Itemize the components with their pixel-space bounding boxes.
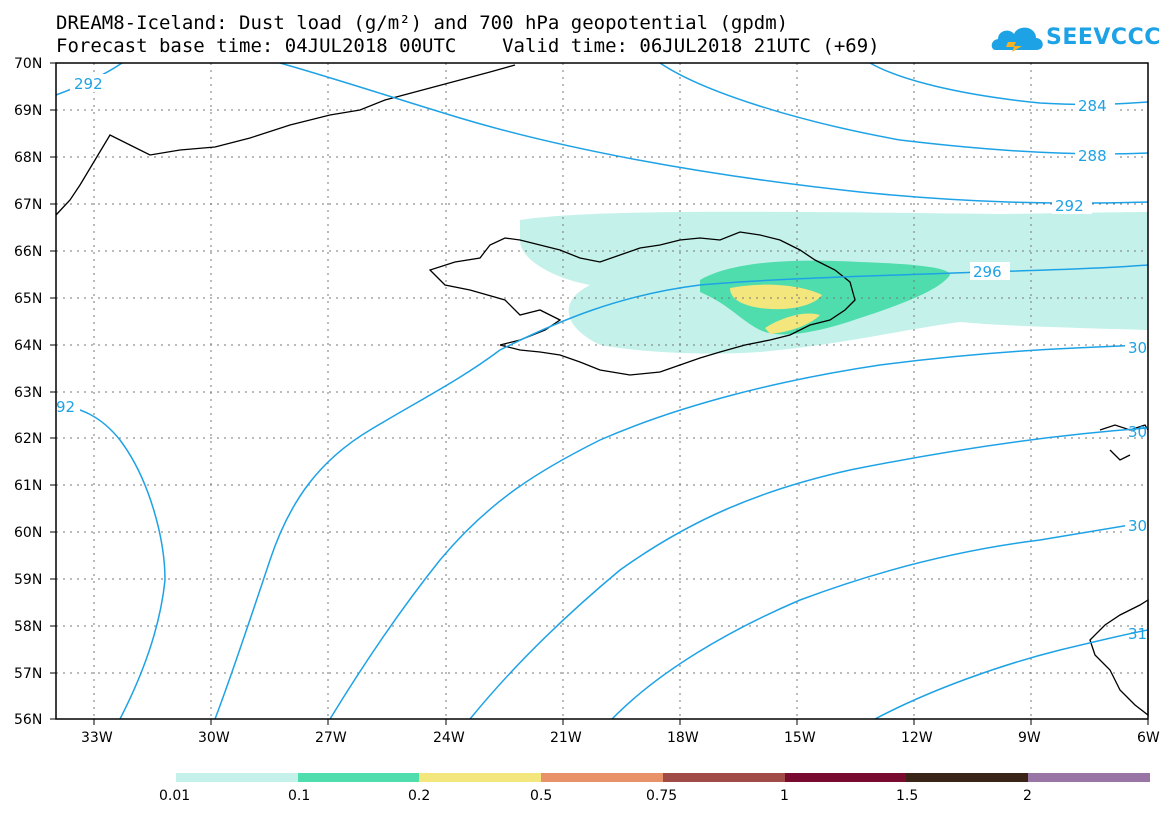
graticule bbox=[56, 63, 1148, 719]
contour-label-296: 296 bbox=[973, 263, 1002, 281]
lat-label: 56N bbox=[14, 712, 42, 728]
colorbar-swatch bbox=[1028, 773, 1150, 782]
greenland-coast bbox=[55, 64, 516, 216]
iceland-coast bbox=[428, 231, 856, 376]
geopotential-contours bbox=[55, 62, 1149, 720]
colorbar-swatch bbox=[541, 773, 663, 782]
contour-label-292-nw: 292 bbox=[74, 75, 103, 93]
lon-label: 27W bbox=[315, 730, 347, 746]
contour-label-308-e: 30 bbox=[1128, 517, 1147, 535]
contour-labels: 292 284 288 292 296 30 92 30 30 31 bbox=[56, 74, 1148, 643]
contour-label-304-e: 30 bbox=[1128, 423, 1147, 441]
cloud-logo-icon bbox=[991, 27, 1043, 52]
contour-292-sw bbox=[55, 403, 166, 720]
lon-label: 24W bbox=[433, 730, 465, 746]
lon-label: 15W bbox=[784, 730, 816, 746]
contour-312 bbox=[874, 629, 1149, 720]
colorbar-label: 0.1 bbox=[288, 788, 310, 804]
lat-label: 68N bbox=[14, 150, 42, 166]
lat-label: 57N bbox=[14, 666, 42, 682]
lon-label: 30W bbox=[198, 730, 230, 746]
seevccc-logo-text: SEEVCCC bbox=[1046, 25, 1161, 50]
contour-296-s bbox=[214, 349, 501, 720]
dust-level-0-1 bbox=[700, 260, 950, 335]
lat-label: 65N bbox=[14, 291, 42, 307]
contour-304 bbox=[469, 427, 1149, 720]
lat-label: 70N bbox=[14, 56, 42, 72]
map-title: DREAM8-Iceland: Dust load (g/m²) and 700… bbox=[56, 12, 789, 34]
colorbar-label: 2 bbox=[1023, 788, 1032, 804]
lat-label: 69N bbox=[14, 103, 42, 119]
lat-label: 58N bbox=[14, 619, 42, 635]
lat-label: 61N bbox=[14, 478, 42, 494]
contour-label-300-e: 30 bbox=[1128, 339, 1147, 357]
forecast-times: Forecast base time: 04JUL2018 00UTC Vali… bbox=[56, 35, 880, 57]
contour-label-312-e: 31 bbox=[1128, 625, 1147, 643]
lat-label: 64N bbox=[14, 338, 42, 354]
dust-level-0-2-b bbox=[765, 313, 820, 334]
lon-label: 18W bbox=[667, 730, 699, 746]
latitude-labels: 70N 69N 68N 67N 66N 65N 64N 63N 62N 61N … bbox=[14, 56, 42, 728]
plot-frame bbox=[55, 62, 1149, 720]
lat-label: 66N bbox=[14, 244, 42, 260]
colorbar-label: 1.5 bbox=[896, 788, 918, 804]
lat-label: 63N bbox=[14, 385, 42, 401]
contour-300 bbox=[329, 344, 1149, 720]
contour-label-292-w: 92 bbox=[56, 398, 75, 416]
lat-label: 59N bbox=[14, 572, 42, 588]
contour-308 bbox=[611, 521, 1149, 720]
colorbar-label: 0.75 bbox=[646, 788, 677, 804]
dust-level-0-2-a bbox=[730, 284, 822, 310]
contour-284 bbox=[869, 62, 1149, 106]
plot-background bbox=[56, 63, 1148, 719]
contour-296 bbox=[499, 264, 1149, 351]
colorbar-swatch bbox=[419, 773, 541, 782]
longitude-axis bbox=[93, 719, 1149, 725]
contour-label-288: 288 bbox=[1078, 147, 1107, 165]
lon-label: 9W bbox=[1018, 730, 1041, 746]
colorbar-label: 0.2 bbox=[408, 788, 430, 804]
lat-label: 60N bbox=[14, 525, 42, 541]
lon-label: 33W bbox=[81, 730, 113, 746]
contour-292 bbox=[279, 62, 1149, 204]
contour-label-284: 284 bbox=[1078, 97, 1107, 115]
colorbar-label: 0.5 bbox=[530, 788, 552, 804]
lat-label: 62N bbox=[14, 431, 42, 447]
colorbar-swatch bbox=[176, 773, 298, 782]
lon-label: 12W bbox=[901, 730, 933, 746]
colorbar: 0.01 0.1 0.2 0.5 0.75 1 1.5 2 bbox=[159, 773, 1150, 804]
colorbar-label: 0.01 bbox=[159, 788, 190, 804]
dust-shading bbox=[520, 211, 1148, 354]
colorbar-swatch bbox=[785, 773, 906, 782]
colorbar-swatch bbox=[906, 773, 1028, 782]
colorbar-swatch bbox=[298, 773, 419, 782]
lon-label: 6W bbox=[1137, 730, 1160, 746]
contour-label-292: 292 bbox=[1055, 197, 1084, 215]
colorbar-label: 1 bbox=[780, 788, 789, 804]
colorbar-swatch bbox=[663, 773, 785, 782]
latitude-axis bbox=[50, 62, 56, 720]
lat-label: 67N bbox=[14, 197, 42, 213]
lon-label: 21W bbox=[550, 730, 582, 746]
longitude-labels: 33W 30W 27W 24W 21W 18W 15W 12W 9W 6W bbox=[81, 730, 1160, 746]
